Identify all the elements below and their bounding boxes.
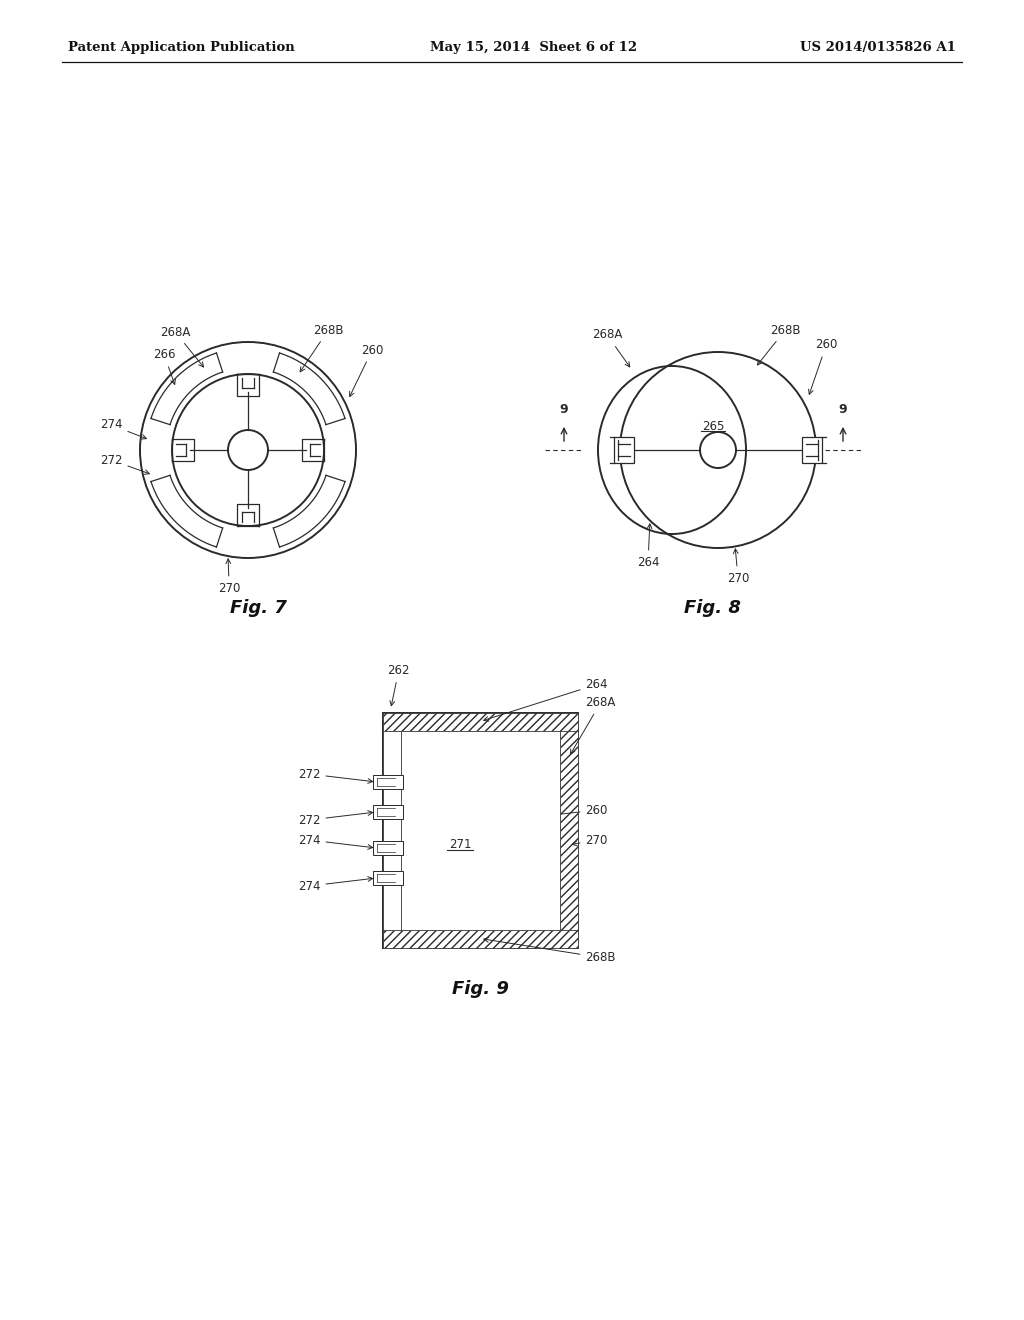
Bar (373, 871, 402, 884)
Bar (373, 805, 402, 818)
Text: 274: 274 (298, 833, 373, 849)
Text: 260: 260 (513, 804, 608, 821)
Text: 268B: 268B (758, 323, 801, 364)
Text: 270: 270 (218, 558, 241, 594)
Text: 268A: 268A (160, 326, 204, 367)
Text: US 2014/0135826 A1: US 2014/0135826 A1 (800, 41, 956, 54)
Text: 260: 260 (349, 343, 383, 396)
Text: 268B: 268B (300, 323, 343, 372)
Text: 264: 264 (637, 524, 659, 569)
Text: 268A: 268A (592, 329, 630, 367)
Bar (383, 929, 578, 948)
Text: 9: 9 (560, 403, 568, 416)
Bar (614, 437, 634, 463)
Text: Fig. 7: Fig. 7 (229, 599, 287, 616)
Bar (559, 730, 578, 929)
Text: 266: 266 (153, 348, 175, 384)
Text: Patent Application Publication: Patent Application Publication (68, 41, 295, 54)
Text: 272: 272 (100, 454, 150, 474)
Text: 9: 9 (839, 403, 847, 416)
Text: 274: 274 (100, 418, 146, 440)
Text: 270: 270 (572, 833, 608, 846)
Text: 265: 265 (701, 420, 724, 433)
Text: 260: 260 (809, 338, 838, 395)
Bar (373, 841, 402, 855)
Text: 264: 264 (483, 678, 608, 721)
Text: 271: 271 (449, 838, 471, 851)
Text: 274: 274 (298, 876, 373, 892)
Text: Fig. 9: Fig. 9 (452, 981, 509, 998)
Text: 272: 272 (298, 767, 373, 783)
Text: 270: 270 (727, 549, 750, 585)
Text: Fig. 8: Fig. 8 (684, 599, 740, 616)
Bar (383, 730, 400, 929)
Bar (373, 775, 402, 789)
Text: 268B: 268B (483, 937, 616, 964)
Bar (802, 437, 822, 463)
Bar (383, 713, 578, 730)
Text: May 15, 2014  Sheet 6 of 12: May 15, 2014 Sheet 6 of 12 (430, 41, 637, 54)
Text: 268A: 268A (570, 696, 615, 754)
Text: 262: 262 (387, 664, 410, 706)
Text: 272: 272 (298, 810, 373, 826)
Bar (400, 730, 559, 929)
Bar (383, 713, 578, 948)
